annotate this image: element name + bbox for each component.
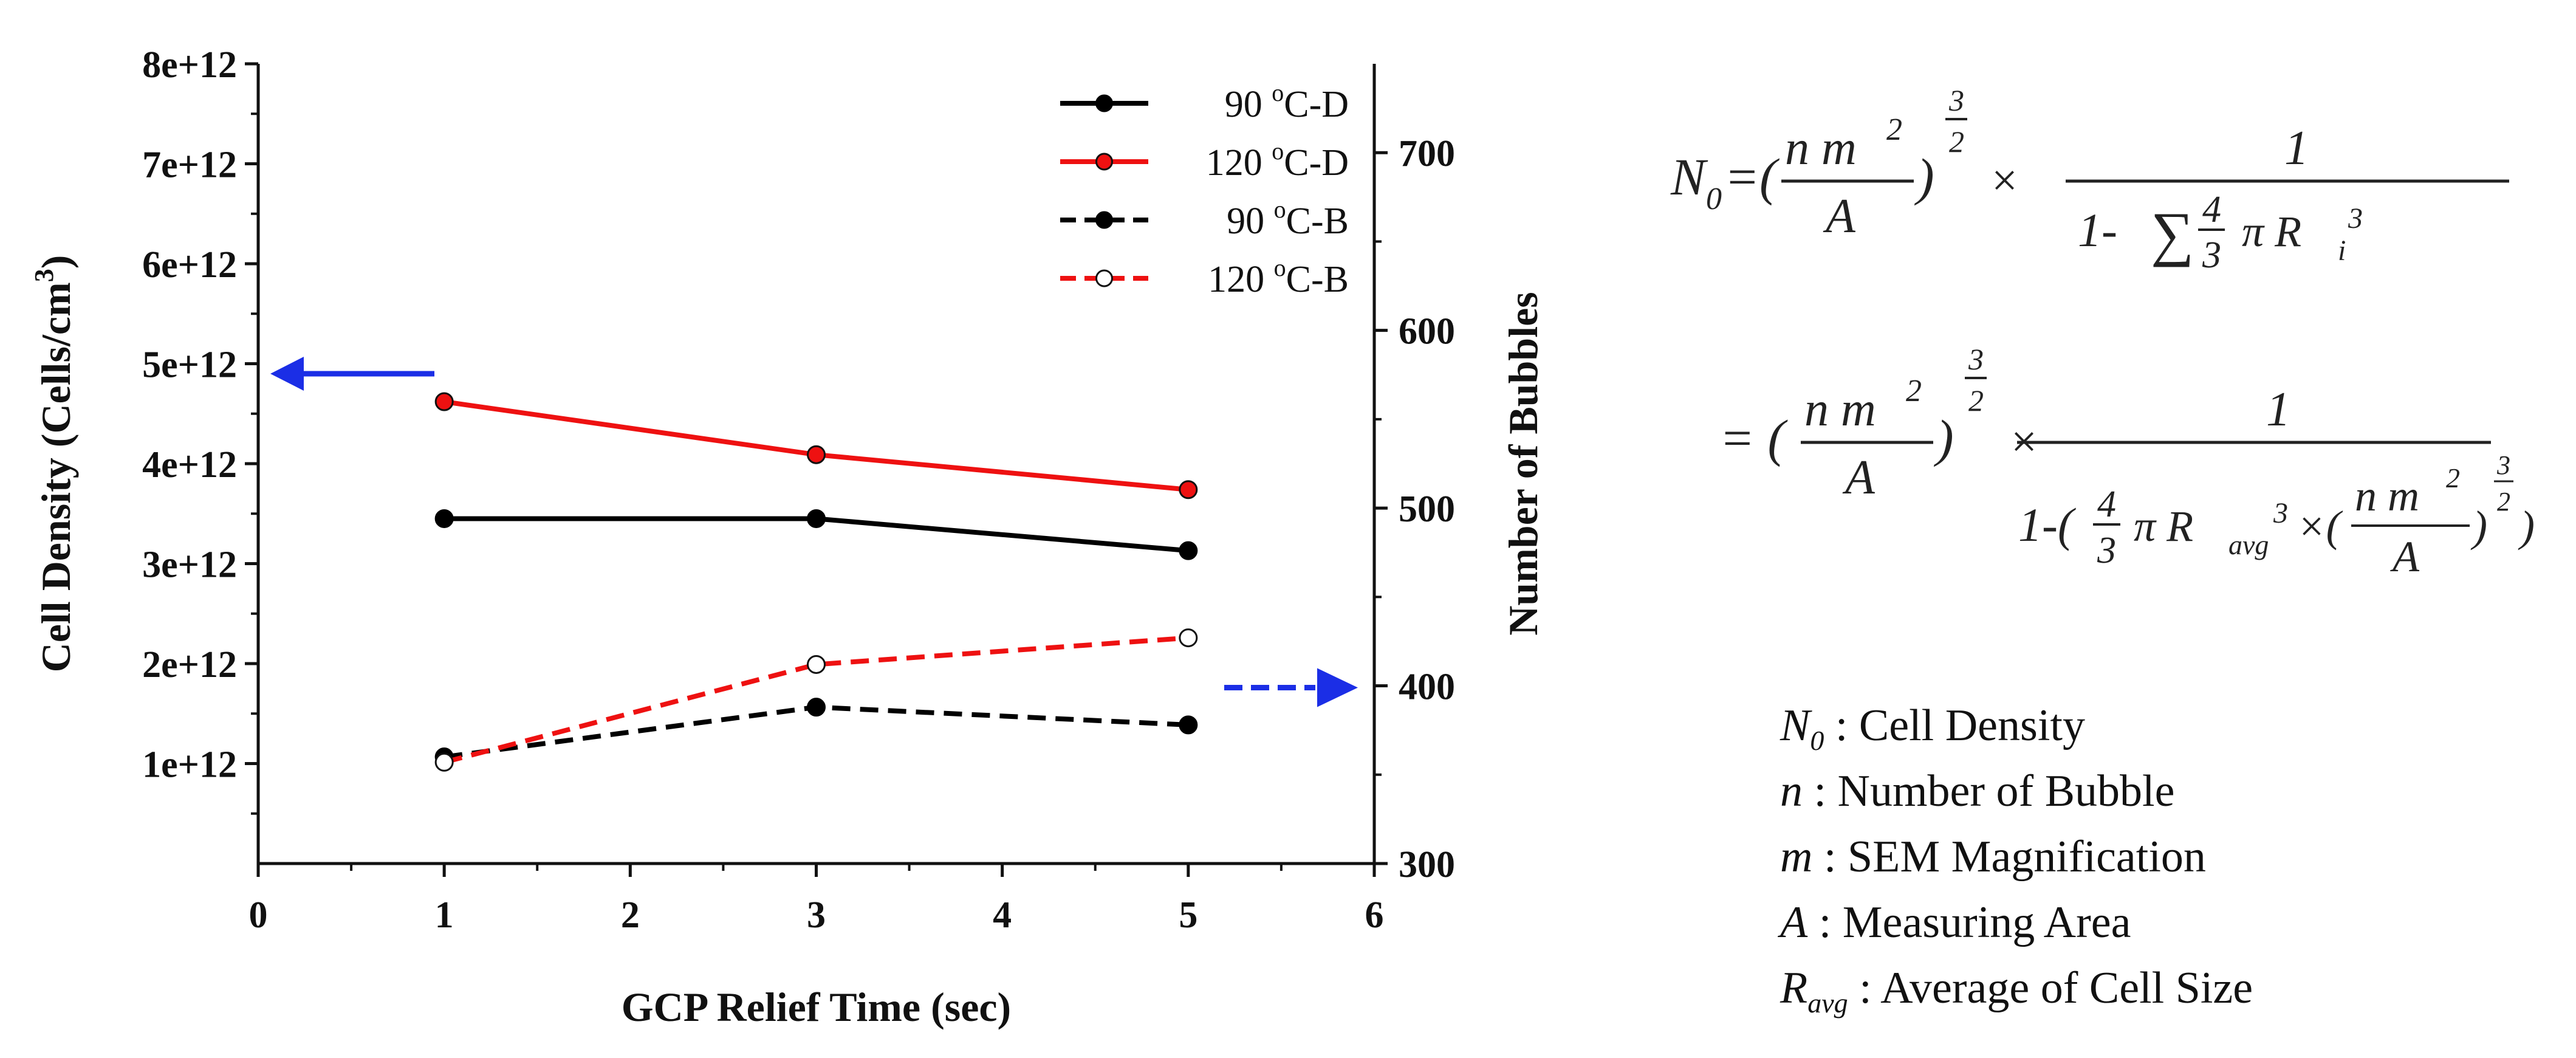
four-2: 4 <box>2097 484 2116 525</box>
x-tick-label: 5 <box>1179 895 1197 936</box>
y-right-tick-label: 500 <box>1399 489 1455 530</box>
data-point <box>807 509 826 528</box>
data-point <box>807 654 826 674</box>
right-axis-arrow-head <box>1317 668 1358 707</box>
inner-exp-num: 3 <box>2496 450 2510 480</box>
ri-sub: i <box>2338 235 2346 267</box>
pi-r-2: π R <box>2134 502 2193 551</box>
inner-frac-sup: 2 <box>2446 462 2460 493</box>
legend-swatch-marker <box>1095 153 1113 171</box>
left-axis-arrow-head <box>270 356 304 391</box>
x-tick-label: 4 <box>993 895 1012 936</box>
inner-frac-num: n m <box>2355 472 2419 520</box>
x-axis-title: GCP Relief Time (sec) <box>622 984 1011 1030</box>
y-left-tick-label: 4e+12 <box>142 444 237 486</box>
three-1: 3 <box>2202 235 2221 276</box>
data-point <box>807 445 826 464</box>
data-point <box>807 698 826 717</box>
axis-labels: GCP Relief Time (sec) Cell Density (Cells… <box>29 255 1546 1030</box>
inner-rparen: ) <box>2470 502 2487 551</box>
legend-label: 120 oC-B <box>1208 254 1349 300</box>
y-right-axis-title: Number of Bubbles <box>1500 292 1546 636</box>
legend-label: 120 oC-D <box>1206 137 1349 184</box>
definition-m: m : SEM Magnification <box>1780 832 2206 882</box>
frac-num-1: n m <box>1785 122 1857 175</box>
axis-arrows <box>270 356 1358 707</box>
eq-open-2: = ( <box>1719 409 1789 467</box>
sum-symbol: ∑ <box>2151 200 2194 267</box>
y-right-tick-label: 600 <box>1399 311 1455 352</box>
pi-r-1: π R <box>2242 207 2301 256</box>
definitions-list: N0 : Cell Density n : Number of Bubble m… <box>1780 693 2253 1021</box>
one-2: 1 <box>2266 383 2290 436</box>
data-point <box>1179 541 1198 560</box>
eq-open-1: =( <box>1724 148 1780 206</box>
exp-den-1: 2 <box>1949 125 1964 159</box>
y-right-tick-label: 400 <box>1399 667 1455 708</box>
chart-legend: 90 oC-D 120 oC-D 90 oC-B 120 oC-B <box>1060 79 1349 300</box>
legend-swatch-marker <box>1095 211 1113 229</box>
denom2-prefix: 1-( <box>2018 498 2076 551</box>
ravg-sub-eq: avg <box>2228 529 2269 560</box>
times-open-2: ×( <box>2297 502 2343 551</box>
data-point <box>434 392 454 411</box>
legend-swatch-marker <box>1095 94 1113 112</box>
frac-sup-2: 2 <box>1906 374 1922 408</box>
inner-frac-den: A <box>2390 532 2420 581</box>
times-1: × <box>1992 155 2018 206</box>
x-tick-label: 6 <box>1365 895 1384 936</box>
frac-den-2: A <box>1842 451 1875 504</box>
x-tick-label: 3 <box>807 895 826 936</box>
legend-swatch-marker <box>1095 269 1113 287</box>
data-point <box>1179 628 1198 648</box>
one-1: 1 <box>2284 122 2309 175</box>
y-left-tick-label: 8e+12 <box>142 44 237 86</box>
denom1-prefix: 1- <box>2078 204 2117 256</box>
chart-ticks: 0 1 2 3 4 5 6 1e+12 2e+12 3e+12 4e+12 5e+12 6e+12 7e+… <box>142 44 1455 936</box>
formula-panel: N 0 =( n m 2 A ) 3 2 × 1 1- ∑ 4 3 π R i … <box>1640 36 2552 1009</box>
data-point <box>1179 480 1198 500</box>
exp-num-2: 3 <box>1968 342 1984 376</box>
final-close: ) <box>2518 502 2535 551</box>
x-tick-label: 2 <box>621 895 640 936</box>
formula-equations: N 0 =( n m 2 A ) 3 2 × 1 1- ∑ 4 3 π R i … <box>1670 83 2535 581</box>
data-point <box>1179 715 1198 735</box>
definition-ravg: Ravg : Average of Cell Size <box>1780 963 2253 1018</box>
four-1: 4 <box>2202 189 2221 230</box>
ravg-sup-eq: 3 <box>2273 497 2288 529</box>
series-layer <box>434 392 1198 772</box>
y-left-tick-label: 7e+12 <box>142 145 237 186</box>
data-point <box>434 509 454 528</box>
y-left-axis-title: Cell Density (Cells/cm3) <box>29 255 79 673</box>
exp-den-2: 2 <box>1968 383 1984 417</box>
y-left-tick-label: 1e+12 <box>142 744 237 786</box>
y-right-tick-label: 700 <box>1399 133 1455 174</box>
legend-label: 90 oC-D <box>1225 79 1349 125</box>
y-left-tick-label: 5e+12 <box>142 345 237 386</box>
definition-a: A : Measuring Area <box>1780 898 2131 947</box>
legend-label: 90 oC-B <box>1227 196 1349 242</box>
series-line-3 <box>444 635 1189 765</box>
n0-symbol: N <box>1670 148 1708 206</box>
y-left-tick-label: 3e+12 <box>142 544 237 586</box>
rparen-2: ) <box>1933 409 1954 467</box>
three-2: 3 <box>2097 530 2116 571</box>
definition-n: n : Number of Bubble <box>1780 766 2175 816</box>
x-tick-label: 1 <box>435 895 454 936</box>
y-right-tick-label: 300 <box>1399 844 1455 885</box>
data-point <box>434 752 454 772</box>
frac-den-1: A <box>1823 190 1856 243</box>
ri-sup: 3 <box>2348 202 2363 235</box>
y-left-tick-label: 2e+12 <box>142 644 237 685</box>
n0-subscript: 0 <box>1706 182 1722 216</box>
x-tick-label: 0 <box>249 895 268 936</box>
cell-density-chart: 0 1 2 3 4 5 6 1e+12 2e+12 3e+12 4e+12 5e+12 6e+12 7e+… <box>29 44 1546 1030</box>
exp-num-1: 3 <box>1948 83 1964 117</box>
definition-n0: N0 : Cell Density <box>1780 701 2085 756</box>
frac-sup-1: 2 <box>1886 112 1902 147</box>
frac-num-2: n m <box>1804 383 1876 436</box>
inner-exp-den: 2 <box>2497 487 2510 517</box>
rparen-1: ) <box>1914 148 1934 206</box>
y-left-tick-label: 6e+12 <box>142 244 237 286</box>
